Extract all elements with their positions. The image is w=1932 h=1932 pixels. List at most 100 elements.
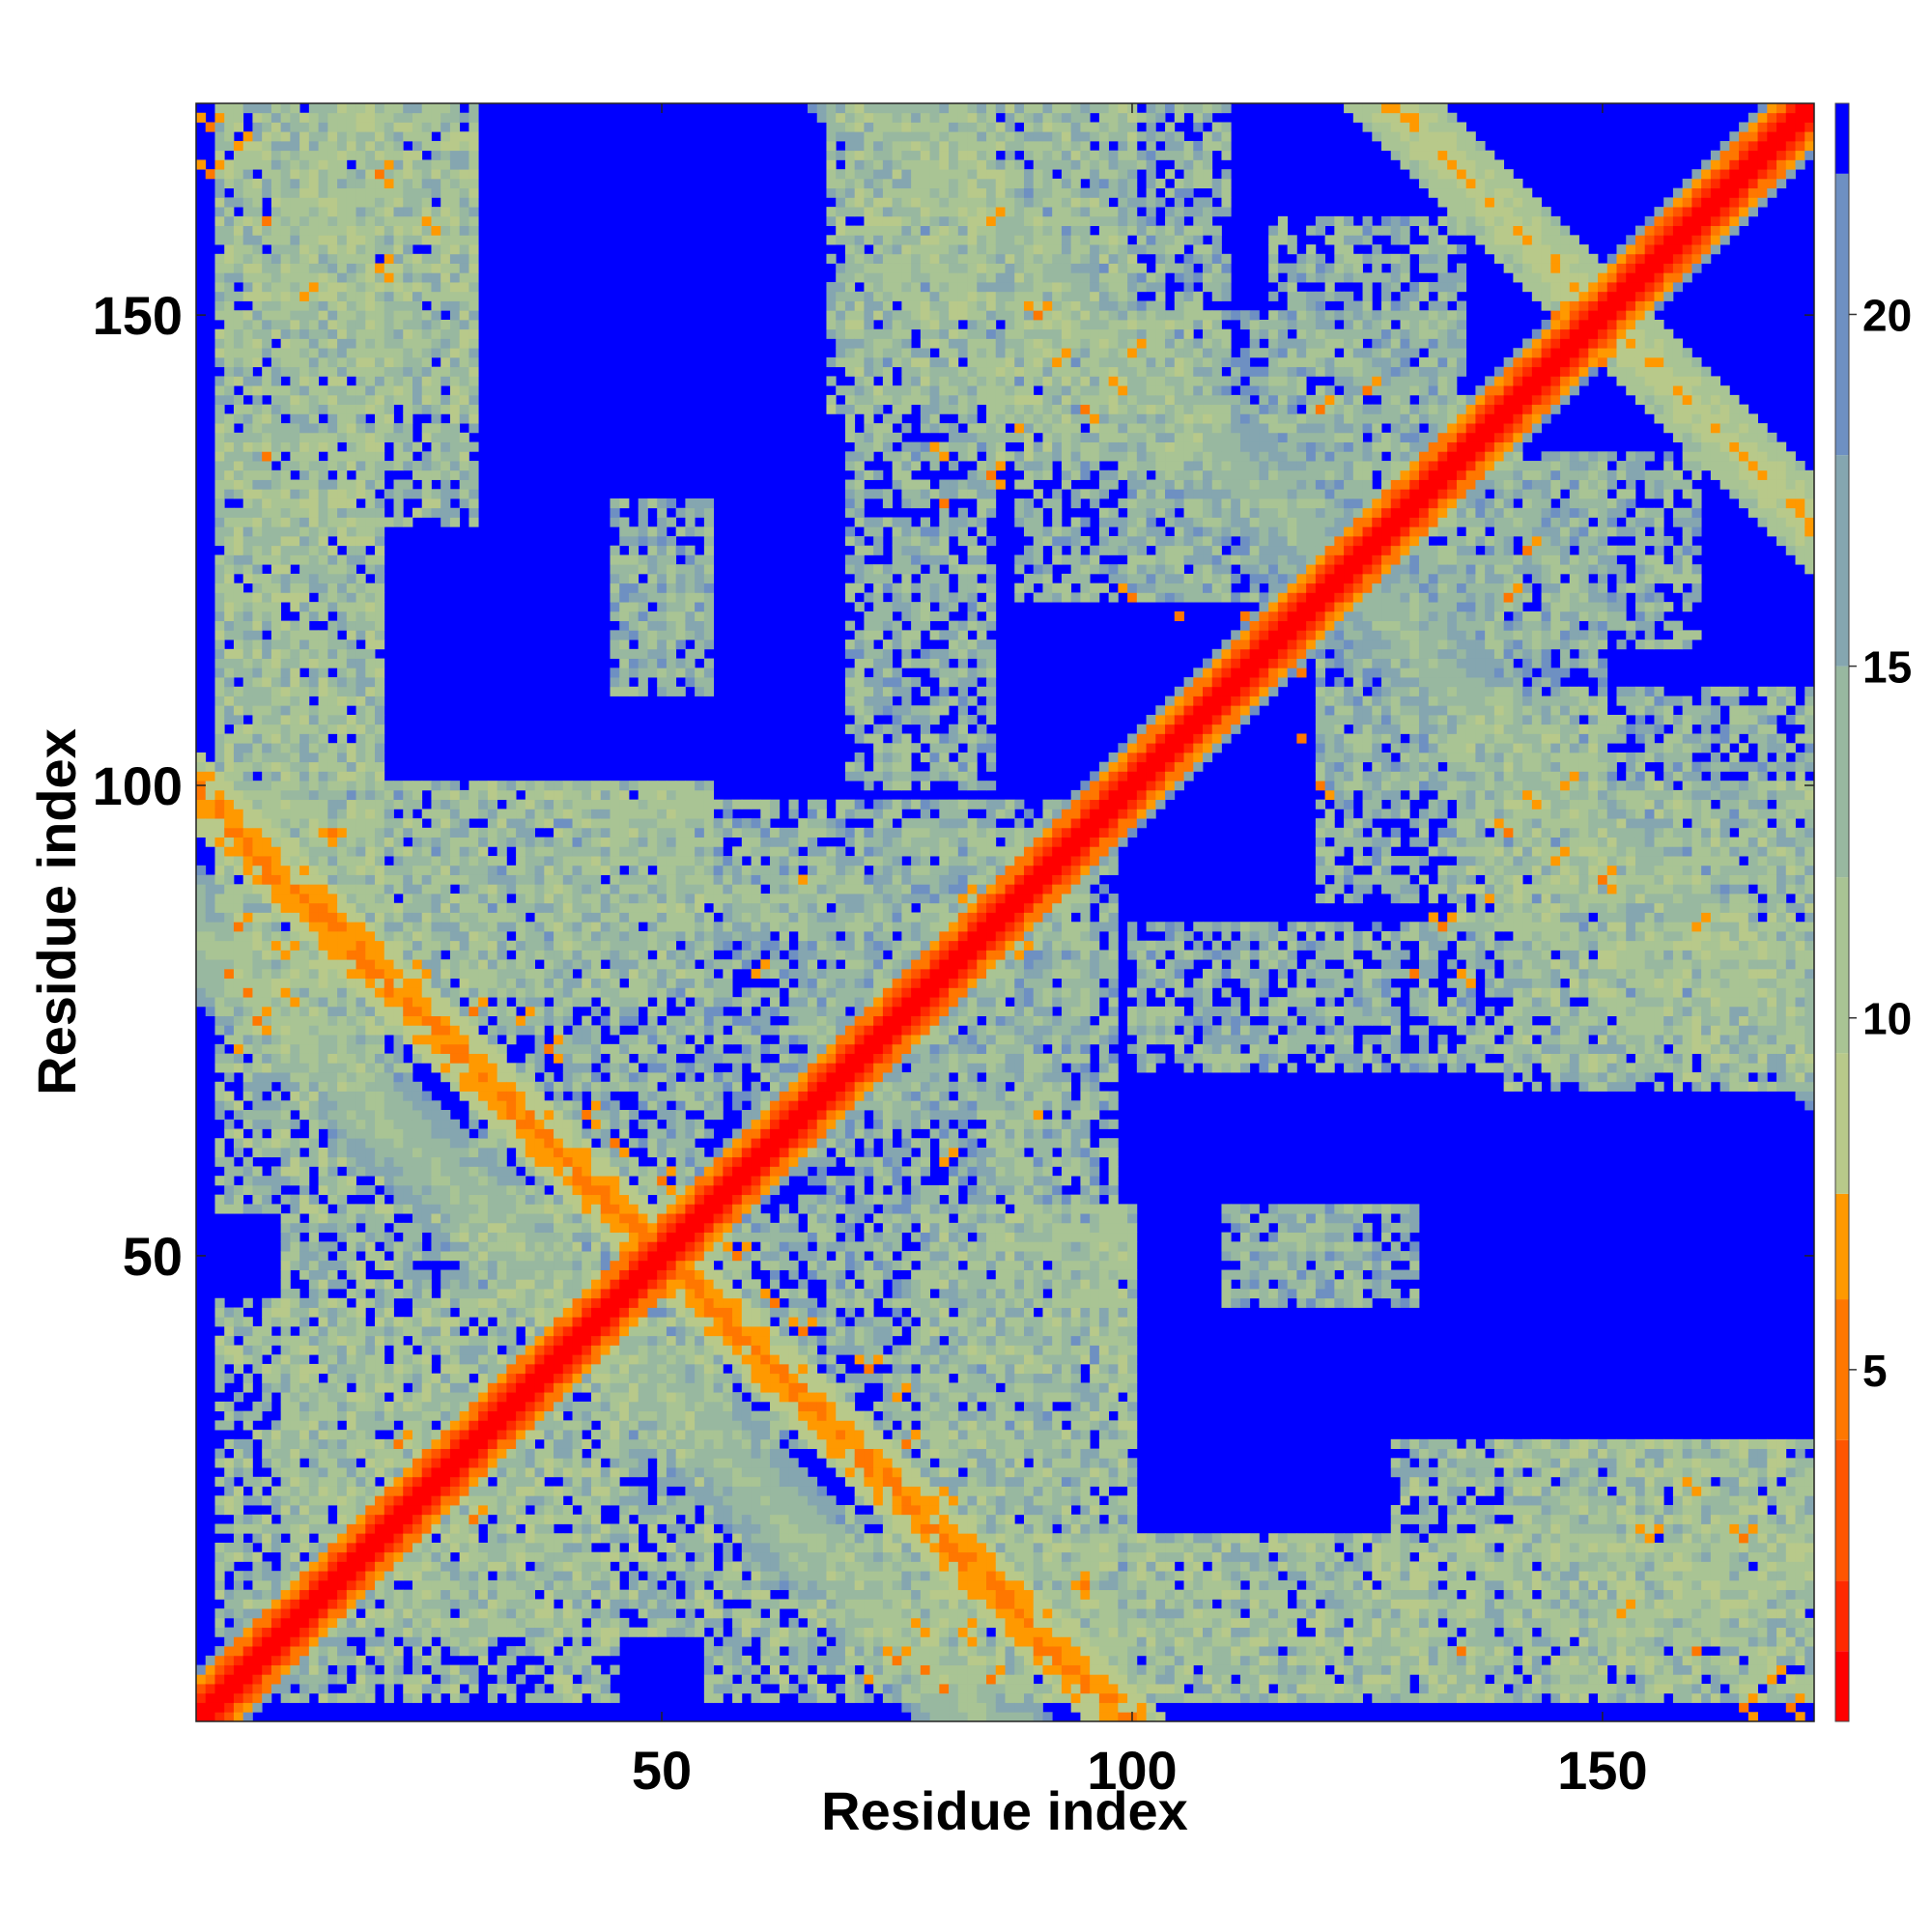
heatmap-cell bbox=[224, 282, 235, 293]
heatmap-cell bbox=[280, 545, 291, 555]
heatmap-cell bbox=[431, 1053, 441, 1064]
heatmap-cell bbox=[318, 1420, 328, 1431]
heatmap-cell bbox=[534, 1043, 545, 1054]
heatmap-cell bbox=[469, 423, 479, 434]
heatmap-cell bbox=[384, 197, 394, 208]
heatmap-cell bbox=[318, 253, 328, 264]
heatmap-cell bbox=[262, 1438, 272, 1449]
heatmap-cell bbox=[346, 207, 356, 217]
heatmap-cell bbox=[337, 1063, 348, 1073]
heatmap-cell bbox=[440, 1147, 451, 1158]
heatmap-cell bbox=[421, 1213, 432, 1224]
heatmap-cell bbox=[327, 215, 338, 226]
heatmap-cell bbox=[421, 1138, 432, 1149]
heatmap-cell bbox=[252, 1476, 263, 1487]
heatmap-cell bbox=[308, 338, 319, 349]
heatmap-cell bbox=[459, 1166, 469, 1177]
heatmap-cell bbox=[233, 1712, 244, 1722]
heatmap-cell bbox=[299, 1166, 310, 1177]
heatmap-cell bbox=[487, 1495, 498, 1506]
heatmap-cell bbox=[449, 282, 461, 293]
heatmap-cell bbox=[375, 1325, 385, 1337]
heatmap-cell bbox=[469, 517, 479, 527]
heatmap-cell bbox=[421, 1505, 432, 1516]
heatmap-cell bbox=[421, 912, 432, 923]
heatmap-cell bbox=[224, 658, 235, 668]
heatmap-cell bbox=[299, 1110, 310, 1121]
heatmap-cell bbox=[440, 1317, 451, 1327]
heatmap-cell bbox=[308, 310, 319, 321]
heatmap-cell bbox=[270, 686, 282, 696]
heatmap-cell bbox=[449, 1335, 461, 1346]
heatmap-cell bbox=[308, 602, 319, 612]
heatmap-cell bbox=[346, 582, 356, 593]
heatmap-cell bbox=[525, 1307, 535, 1318]
heatmap-cell bbox=[337, 1091, 348, 1101]
heatmap-cell bbox=[554, 1176, 564, 1186]
heatmap-cell bbox=[299, 310, 310, 321]
heatmap-cell bbox=[459, 1307, 469, 1318]
heatmap-cell bbox=[375, 1204, 385, 1214]
heatmap-cell bbox=[431, 489, 441, 499]
heatmap-cell bbox=[290, 1072, 300, 1083]
heatmap-cell bbox=[534, 1571, 545, 1581]
heatmap-cell bbox=[554, 1053, 564, 1064]
heatmap-cell bbox=[459, 1363, 469, 1375]
heatmap-cell bbox=[346, 1608, 356, 1619]
heatmap-cell bbox=[252, 376, 263, 386]
heatmap-cell bbox=[554, 1232, 564, 1242]
heatmap-cell bbox=[270, 865, 282, 875]
heatmap-cell bbox=[393, 1542, 404, 1553]
heatmap-cell bbox=[299, 1664, 310, 1675]
heatmap-cell bbox=[544, 1542, 554, 1553]
heatmap-cell bbox=[327, 1213, 338, 1224]
heatmap-cell bbox=[262, 912, 272, 923]
heatmap-cell bbox=[280, 207, 291, 217]
heatmap-cell bbox=[355, 1297, 366, 1308]
heatmap-cell bbox=[562, 1317, 573, 1327]
heatmap-cell bbox=[214, 1335, 225, 1346]
heatmap-cell bbox=[327, 1571, 338, 1581]
heatmap-cell bbox=[431, 1486, 441, 1496]
heatmap-cell bbox=[459, 479, 469, 490]
heatmap-cell bbox=[469, 1420, 479, 1431]
heatmap-cell bbox=[214, 1025, 225, 1036]
heatmap-cell bbox=[337, 1015, 348, 1026]
heatmap-cell bbox=[327, 1627, 338, 1637]
heatmap-cell bbox=[308, 686, 319, 696]
heatmap-cell bbox=[242, 423, 253, 434]
heatmap-cell bbox=[318, 404, 328, 414]
heatmap-cell bbox=[355, 1043, 366, 1054]
heatmap-cell bbox=[534, 1335, 545, 1346]
heatmap-cell bbox=[440, 187, 451, 198]
heatmap-cell bbox=[506, 1627, 517, 1637]
heatmap-cell bbox=[469, 1156, 479, 1167]
heatmap-cell bbox=[318, 940, 328, 951]
heatmap-cell bbox=[449, 1232, 461, 1242]
heatmap-cell bbox=[525, 987, 535, 998]
heatmap-cell bbox=[393, 818, 404, 829]
heatmap-cell bbox=[262, 668, 272, 678]
heatmap-cell bbox=[252, 950, 263, 960]
heatmap-cell bbox=[308, 884, 319, 895]
heatmap-cell bbox=[233, 272, 244, 283]
heatmap-cell bbox=[412, 263, 423, 273]
heatmap-cell bbox=[554, 799, 564, 810]
heatmap-cell bbox=[534, 1194, 545, 1205]
heatmap-cell bbox=[554, 1608, 564, 1619]
heatmap-cell bbox=[280, 630, 291, 640]
heatmap-cell bbox=[290, 404, 300, 414]
heatmap-cell bbox=[469, 912, 479, 923]
heatmap-cell bbox=[365, 1684, 376, 1694]
heatmap-cell bbox=[487, 912, 498, 923]
heatmap-cell bbox=[224, 968, 235, 980]
heatmap-cell bbox=[365, 865, 376, 875]
heatmap-cell bbox=[554, 1589, 564, 1600]
heatmap-cell bbox=[337, 282, 348, 293]
heatmap-cell bbox=[469, 263, 479, 273]
heatmap-cell bbox=[355, 300, 366, 311]
heatmap-cell bbox=[431, 884, 441, 895]
heatmap-cell bbox=[308, 978, 319, 988]
heatmap-cell bbox=[384, 1110, 394, 1121]
heatmap-cell bbox=[214, 291, 225, 301]
